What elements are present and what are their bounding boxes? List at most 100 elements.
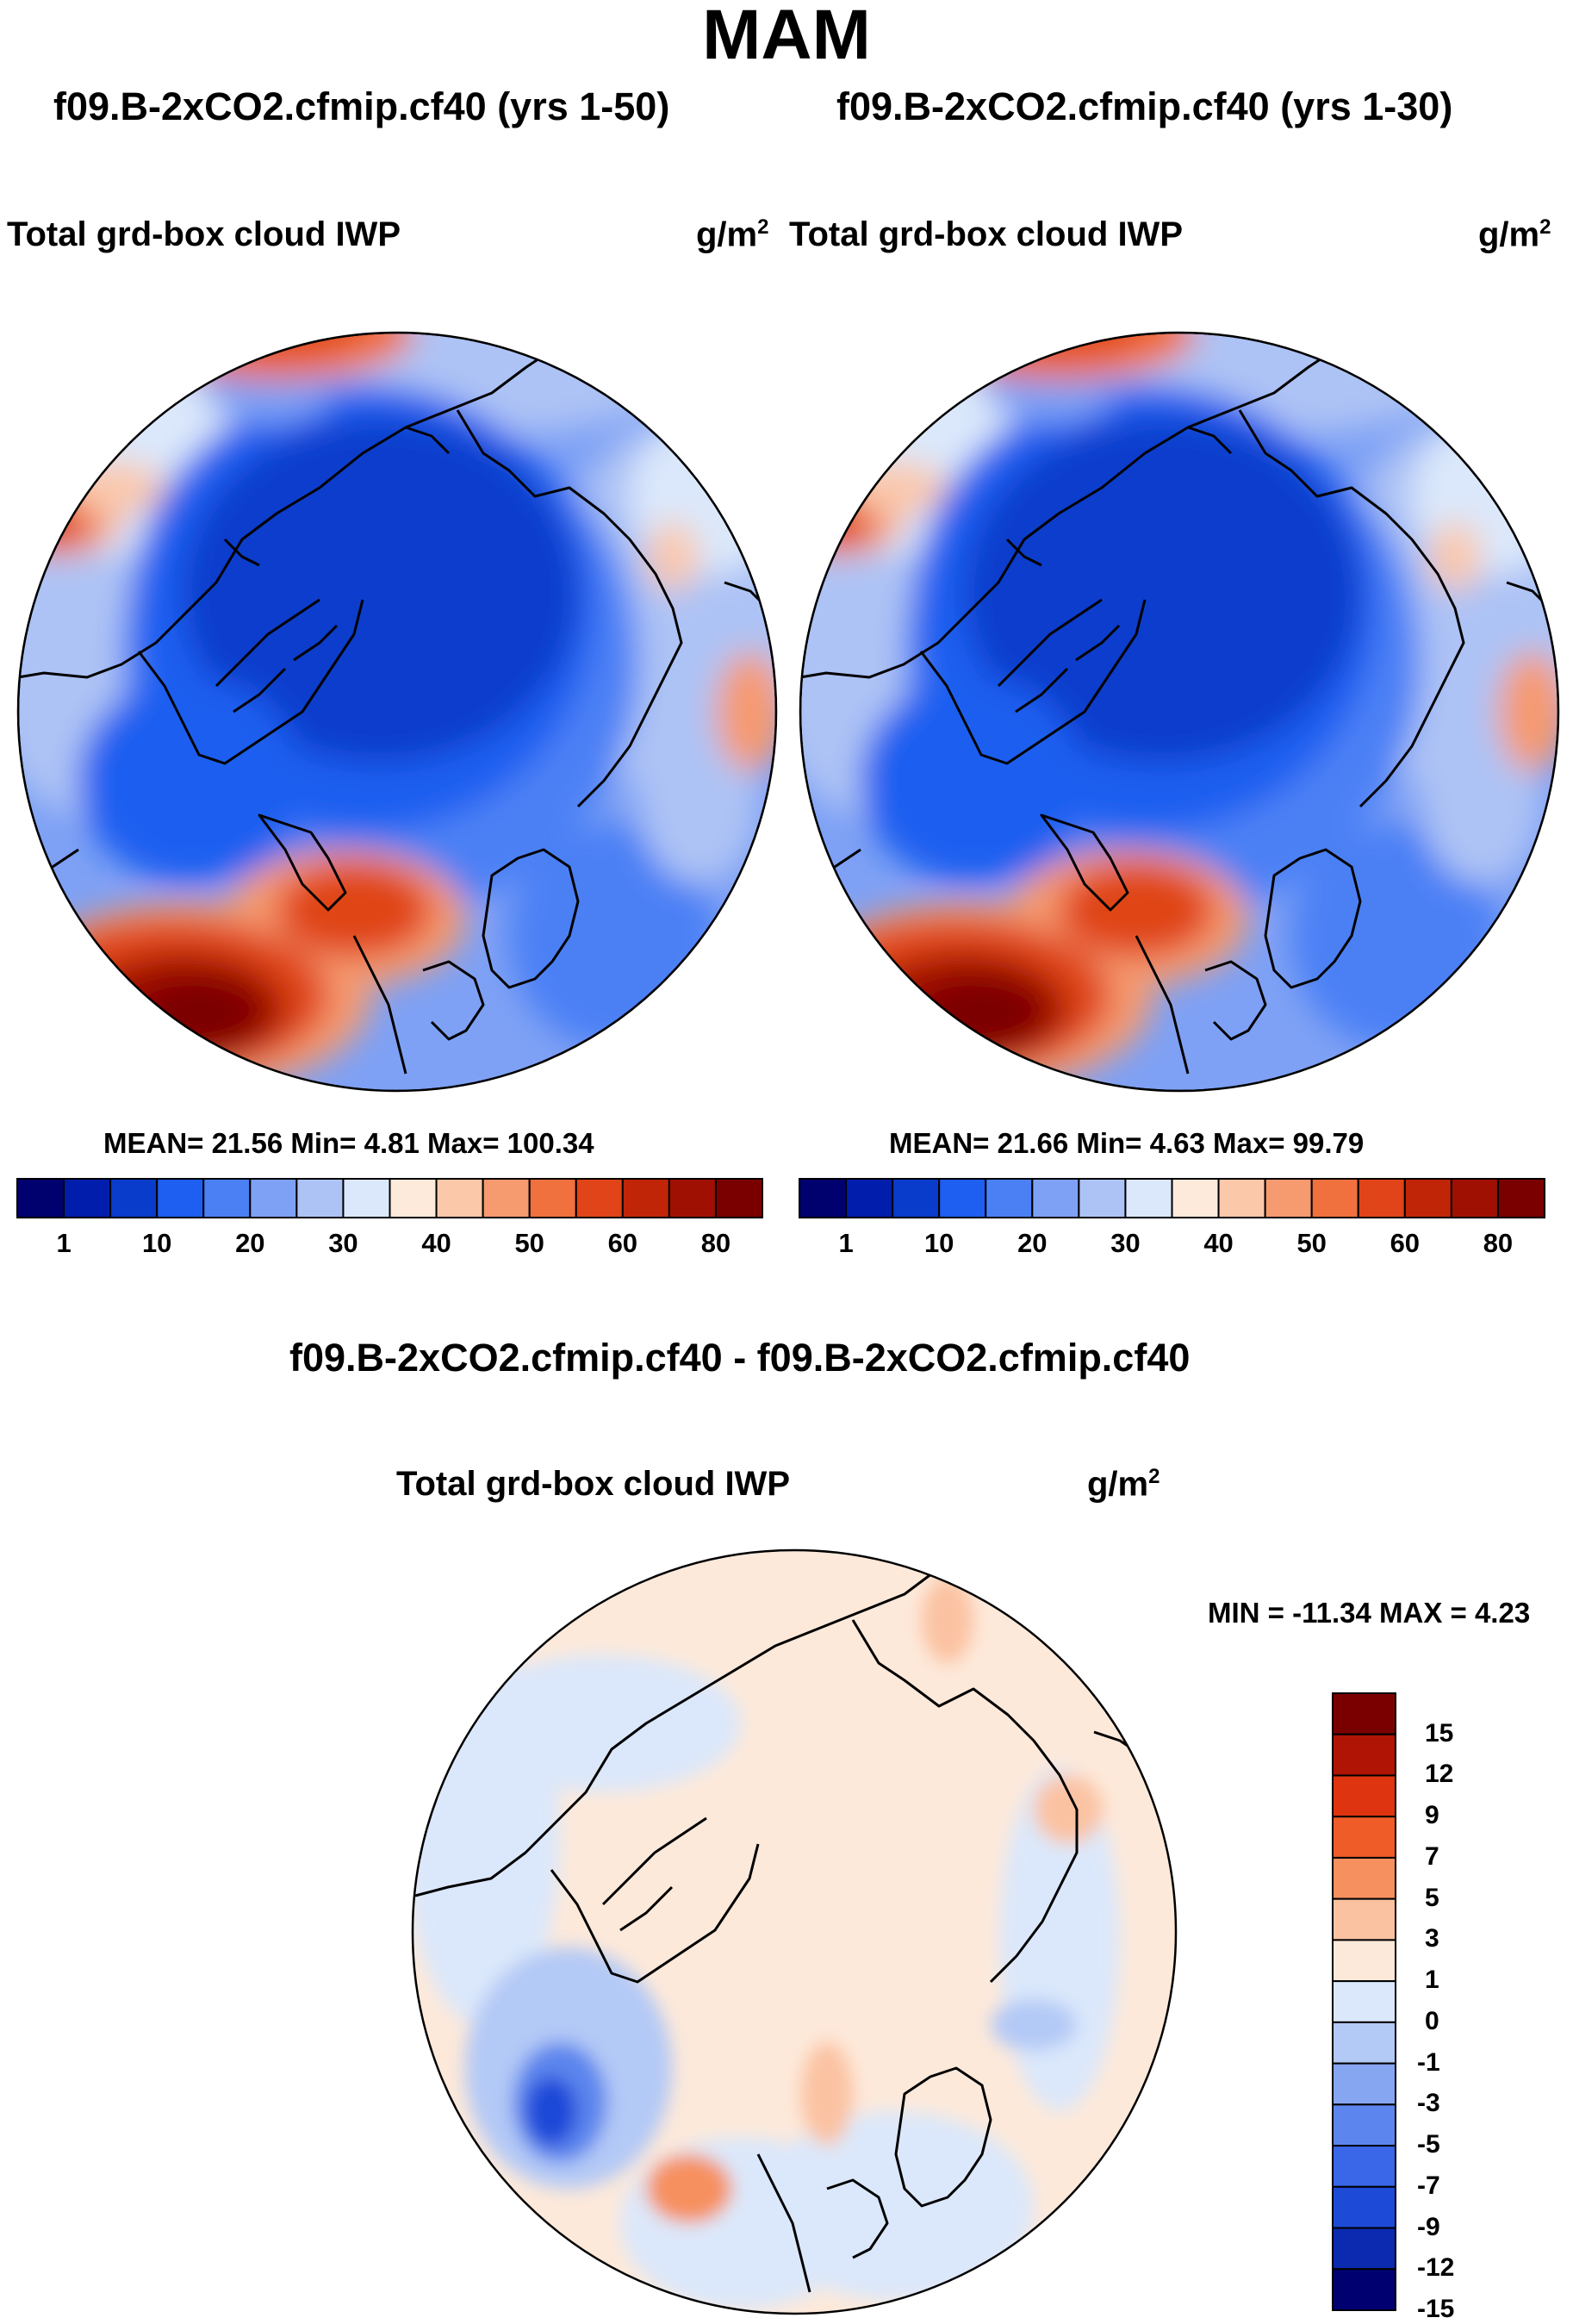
figure-title: MAM	[702, 0, 871, 74]
right-colorbar-swatch	[1217, 1178, 1266, 1218]
left-panel-title: f09.B-2xCO2.cfmip.cf40 (yrs 1-50)	[53, 84, 670, 128]
diff-colorbar-tick-label: 15	[1425, 1718, 1454, 1748]
left-colorbar-tick-label: 50	[514, 1228, 544, 1258]
diff-colorbar	[1332, 1692, 1396, 2311]
diff-colorbar-tick-label: 12	[1425, 1760, 1454, 1789]
left-colorbar-swatch	[621, 1178, 670, 1218]
left-units-label: g/m2	[696, 215, 769, 254]
right-colorbar-tick-label: 60	[1390, 1228, 1421, 1258]
left-colorbar-tick-label: 10	[141, 1228, 172, 1258]
diff-map-boundary	[411, 1548, 1178, 2315]
right-colorbar-swatch	[1078, 1178, 1127, 1218]
right-colorbar-swatch	[938, 1178, 987, 1218]
right-colorbar-swatch	[1171, 1178, 1220, 1218]
diff-colorbar-swatch	[1332, 1816, 1396, 1859]
right-colorbar-swatch	[1450, 1178, 1499, 1218]
diff-colorbar-tick-label: -7	[1417, 2171, 1440, 2200]
left-colorbar-tick-label: 60	[607, 1228, 638, 1258]
right-colorbar-tick-label: 40	[1203, 1228, 1234, 1258]
right-colorbar-tick-label: 50	[1296, 1228, 1327, 1258]
left-colorbar-swatch	[575, 1178, 624, 1218]
diff-colorbar-swatch	[1332, 2062, 1396, 2106]
left-colorbar-swatch	[528, 1178, 577, 1218]
right-stats: MEAN= 21.66 Min= 4.63 Max= 99.79	[889, 1127, 1365, 1159]
left-colorbar-swatch	[435, 1178, 484, 1218]
right-colorbar-swatch	[985, 1178, 1034, 1218]
right-colorbar-swatch	[1403, 1178, 1452, 1218]
diff-colorbar-tick-label: -3	[1417, 2089, 1440, 2118]
right-units-label: g/m2	[1478, 215, 1551, 254]
diff-colorbar-tick-label: -9	[1417, 2212, 1440, 2241]
right-colorbar-tick-label: 1	[838, 1228, 854, 1258]
diff-panel-title: f09.B-2xCO2.cfmip.cf40 - f09.B-2xCO2.cfm…	[289, 1336, 1191, 1380]
right-colorbar	[799, 1178, 1545, 1218]
left-stats: MEAN= 21.56 Min= 4.81 Max= 100.34	[103, 1127, 594, 1159]
right-colorbar-swatch	[1310, 1178, 1359, 1218]
right-field-label: Total grd-box cloud IWP	[789, 215, 1183, 253]
right-colorbar-swatch	[799, 1178, 848, 1218]
diff-colorbar-swatch	[1332, 1774, 1396, 1818]
left-colorbar-swatch	[482, 1178, 531, 1218]
diff-colorbar-tick-label: 9	[1425, 1801, 1439, 1830]
diff-colorbar-swatch	[1332, 2021, 1396, 2065]
diff-units-label: g/m2	[1087, 1465, 1160, 1504]
diff-colorbar-tick-label: -1	[1417, 2047, 1440, 2077]
diff-colorbar-swatch	[1332, 2227, 1396, 2271]
diff-colorbar-tick-label: -5	[1417, 2130, 1440, 2159]
diff-colorbar-tick-label: 7	[1425, 1841, 1439, 1871]
diff-colorbar-tick-label: 0	[1425, 2006, 1439, 2035]
left-colorbar-swatch	[668, 1178, 717, 1218]
left-colorbar-swatch	[295, 1178, 345, 1218]
left-polar-map	[0, 285, 811, 1091]
left-colorbar-swatch	[249, 1178, 298, 1218]
right-colorbar-swatch	[1264, 1178, 1313, 1218]
right-colorbar-swatch	[1496, 1178, 1545, 1218]
left-colorbar-tick-label: 30	[328, 1228, 358, 1258]
diff-colorbar-tick-label: -15	[1417, 2295, 1455, 2323]
left-colorbar-swatch	[342, 1178, 391, 1218]
left-colorbar	[16, 1178, 763, 1218]
diff-colorbar-swatch	[1332, 2145, 1396, 2188]
right-polar-map	[766, 285, 1573, 1091]
right-colorbar-tick-label: 20	[1017, 1228, 1048, 1258]
diff-colorbar-swatch	[1332, 1692, 1396, 1735]
left-colorbar-tick-label: 80	[700, 1228, 731, 1258]
right-colorbar-swatch	[1031, 1178, 1080, 1218]
diff-colorbar-tick-label: 3	[1425, 1924, 1439, 1953]
right-panel-title: f09.B-2xCO2.cfmip.cf40 (yrs 1-30)	[836, 84, 1453, 128]
diff-colorbar-swatch	[1332, 1939, 1396, 1983]
diff-stats: MIN = -11.34 MAX = 4.23	[1208, 1597, 1531, 1629]
diff-colorbar-swatch	[1332, 2268, 1396, 2311]
left-colorbar-swatch	[714, 1178, 763, 1218]
left-colorbar-swatch	[63, 1178, 112, 1218]
left-colorbar-swatch	[389, 1178, 438, 1218]
right-colorbar-tick-label: 10	[923, 1228, 954, 1258]
left-colorbar-tick-label: 20	[235, 1228, 265, 1258]
right-colorbar-swatch	[845, 1178, 894, 1218]
left-colorbar-tick-label: 1	[56, 1228, 72, 1258]
diff-colorbar-swatch	[1332, 1856, 1396, 1900]
right-colorbar-tick-label: 80	[1483, 1228, 1514, 1258]
diff-colorbar-swatch	[1332, 2103, 1396, 2147]
left-colorbar-tick-label: 40	[421, 1228, 451, 1258]
right-map-boundary	[799, 331, 1560, 1093]
left-field-label: Total grd-box cloud IWP	[7, 215, 401, 253]
left-colorbar-swatch	[156, 1178, 205, 1218]
left-colorbar-swatch	[202, 1178, 252, 1218]
diff-colorbar-swatch	[1332, 1980, 1396, 2023]
diff-colorbar-tick-label: 5	[1425, 1883, 1439, 1912]
left-colorbar-swatch	[16, 1178, 65, 1218]
diff-colorbar-tick-label: 1	[1425, 1966, 1439, 1995]
left-colorbar-swatch	[109, 1178, 159, 1218]
diff-colorbar-tick-label: -12	[1417, 2253, 1455, 2283]
right-colorbar-swatch	[1357, 1178, 1406, 1218]
diff-colorbar-swatch	[1332, 1897, 1396, 1941]
diff-polar-map	[413, 1550, 1176, 2314]
diff-field-label: Total grd-box cloud IWP	[396, 1465, 790, 1503]
left-map-boundary	[16, 331, 778, 1093]
right-colorbar-swatch	[892, 1178, 941, 1218]
right-colorbar-swatch	[1124, 1178, 1173, 1218]
diff-colorbar-swatch	[1332, 2185, 1396, 2229]
diff-colorbar-swatch	[1332, 1733, 1396, 1777]
